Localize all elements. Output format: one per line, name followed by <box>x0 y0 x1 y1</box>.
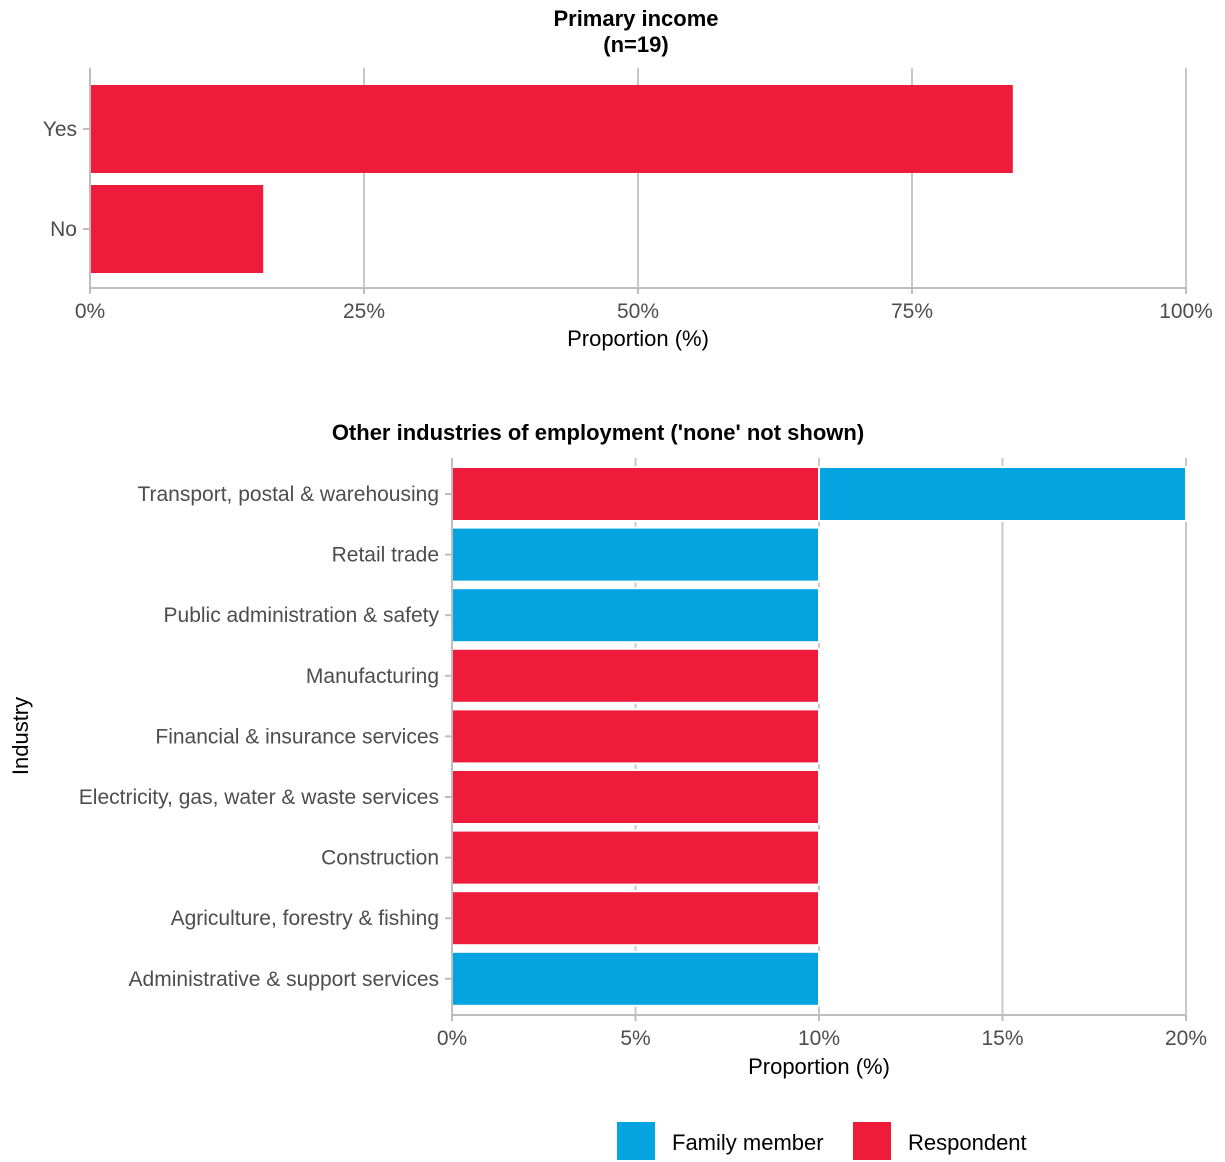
chart1-bars <box>90 85 1013 273</box>
chart2-x-axis-title: Proportion (%) <box>748 1054 890 1079</box>
other-industries-chart: Other industries of employment ('none' n… <box>8 420 1207 1079</box>
chart2-y-tick-labels: Transport, postal & warehousing Retail tr… <box>79 483 440 991</box>
y-tick-label-agriculture-forestry-fishing: Agriculture, forestry & fishing <box>171 907 439 930</box>
bar-no-respondent <box>90 185 264 273</box>
bar-financial-insurance-services-respondent <box>451 708 820 765</box>
chart2-bars <box>451 466 1187 1007</box>
bar-construction-respondent <box>451 829 820 886</box>
x-tick-label: 25% <box>343 300 385 323</box>
y-tick-label-yes: Yes <box>43 118 77 141</box>
x-tick-label: 0% <box>437 1027 467 1050</box>
chart1-x-axis-title: Proportion (%) <box>567 326 709 351</box>
y-tick-label-financial-insurance-services: Financial & insurance services <box>155 725 439 748</box>
chart1-x-tick-labels: 0% 25% 50% 75% 100% <box>75 300 1213 323</box>
y-tick-label-no: No <box>50 218 77 241</box>
chart2-y-axis-title: Industry <box>8 697 33 775</box>
bar-yes-respondent <box>90 85 1013 173</box>
primary-income-chart: Primary income (n=19) Yes No 0% 25% 50% 75% 1… <box>43 6 1213 351</box>
y-tick-label-transport-postal-warehousing: Transport, postal & warehousing <box>137 483 439 506</box>
legend-swatch-family-member <box>617 1122 655 1160</box>
bar-electricity-gas-water-waste-services-respondent <box>451 769 820 825</box>
chart1-subtitle: (n=19) <box>603 32 668 57</box>
x-tick-label: 0% <box>75 300 105 323</box>
bar-retail-trade-family-member <box>451 526 820 583</box>
y-tick-label-construction: Construction <box>321 847 439 870</box>
chart1-axes <box>83 68 1187 294</box>
legend: Family member Respondent <box>617 1122 1027 1160</box>
chart2-x-tick-labels: 0% 5% 10% 15% 20% <box>437 1027 1207 1050</box>
bar-public-administration-safety-family-member <box>451 587 820 644</box>
bar-agriculture-forestry-fishing-respondent <box>451 890 820 947</box>
x-tick-label: 75% <box>891 300 933 323</box>
bar-manufacturing-respondent <box>451 647 820 704</box>
x-tick-label: 20% <box>1165 1027 1207 1050</box>
y-tick-label-electricity-gas-water-waste-services: Electricity, gas, water & waste services <box>79 786 439 809</box>
legend-label-family-member: Family member <box>672 1130 824 1155</box>
x-tick-label: 100% <box>1159 300 1213 323</box>
x-tick-label: 5% <box>620 1027 650 1050</box>
y-tick-label-retail-trade: Retail trade <box>332 544 439 567</box>
legend-swatch-respondent <box>853 1122 891 1160</box>
chart1-title: Primary income <box>553 6 718 31</box>
chart1-y-tick-labels: Yes No <box>43 118 77 241</box>
chart2-title: Other industries of employment ('none' n… <box>332 420 864 445</box>
bar-administrative-support-services-family-member <box>451 950 820 1007</box>
y-tick-label-public-administration-safety: Public administration & safety <box>164 604 440 627</box>
chart2-axes <box>445 458 1187 1021</box>
y-tick-label-administrative-support-services: Administrative & support services <box>129 968 439 991</box>
bar-transport-postal-warehousing-respondent <box>451 466 820 522</box>
y-tick-label-manufacturing: Manufacturing <box>306 665 439 688</box>
x-tick-label: 50% <box>617 300 659 323</box>
bar-transport-postal-warehousing-family-member <box>818 466 1187 522</box>
x-tick-label: 10% <box>798 1027 840 1050</box>
x-tick-label: 15% <box>981 1027 1023 1050</box>
legend-label-respondent: Respondent <box>908 1130 1027 1155</box>
